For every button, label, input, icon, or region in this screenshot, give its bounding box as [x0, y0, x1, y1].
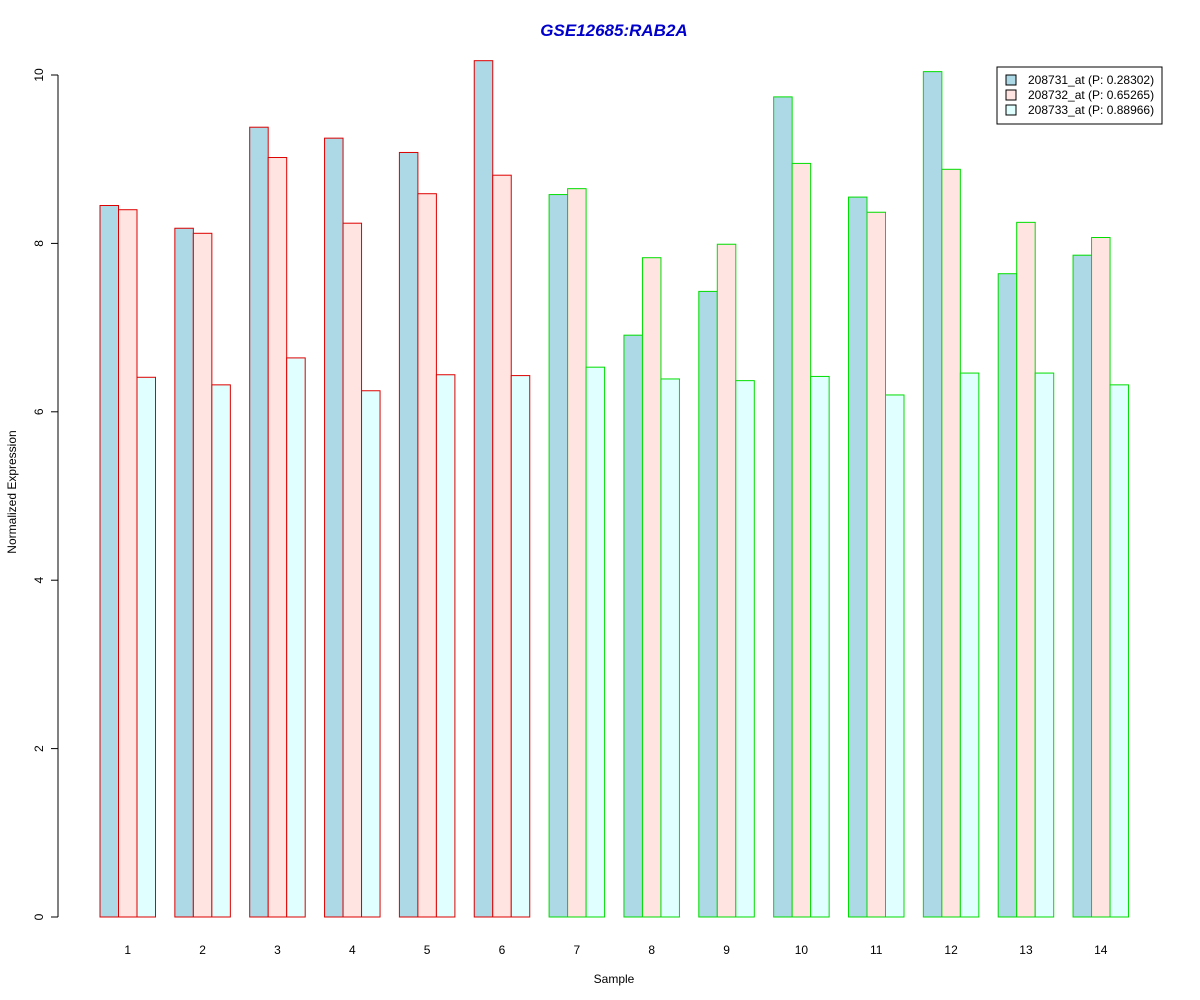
bar: [435, 374, 456, 918]
bar: [997, 273, 1018, 918]
bar-group: [548, 188, 606, 918]
bar: [698, 290, 718, 918]
bar: [1091, 237, 1111, 918]
x-tick-label: 4: [349, 943, 356, 957]
x-tick-label: 13: [1019, 943, 1033, 957]
y-tick-label: 4: [32, 577, 46, 584]
bar: [848, 196, 868, 918]
y-axis: 0 2 4 6 8 10: [32, 68, 59, 920]
x-tick-label: 7: [574, 943, 581, 957]
legend-label: 208731_at (P: 0.28302): [1028, 73, 1154, 87]
bar-group: [473, 60, 531, 918]
bar: [548, 194, 569, 918]
x-tick-label: 11: [870, 943, 883, 957]
bar: [136, 376, 156, 918]
x-tick-label: 5: [424, 943, 431, 957]
bar: [192, 232, 213, 918]
bar: [735, 380, 755, 918]
x-tick-label: 8: [648, 943, 655, 957]
bar: [510, 375, 531, 918]
bar-group: [324, 137, 381, 918]
bar: [417, 193, 437, 918]
y-tick-label: 10: [32, 68, 46, 82]
bar: [641, 257, 662, 918]
x-axis-title: Sample: [594, 972, 635, 986]
x-tick-label: 9: [723, 943, 730, 957]
x-tick-label: 12: [944, 943, 958, 957]
y-tick-label: 2: [32, 745, 46, 752]
bar: [922, 71, 943, 918]
bar-group: [997, 221, 1055, 918]
bar-group: [848, 196, 905, 918]
bar: [866, 211, 886, 918]
bar: [286, 357, 306, 918]
bar-group: [623, 257, 680, 918]
bar: [810, 375, 830, 918]
bar: [342, 222, 363, 918]
bar: [885, 394, 905, 918]
x-tick-label: 1: [124, 943, 131, 957]
bar-group: [698, 243, 755, 918]
bar: [1109, 384, 1130, 918]
bar-group: [773, 96, 830, 918]
bars: [99, 60, 1130, 918]
legend-label: 208732_at (P: 0.65265): [1028, 88, 1154, 102]
bar: [249, 126, 269, 918]
bar: [174, 227, 194, 918]
bar: [398, 151, 419, 918]
legend-swatch: [1005, 104, 1017, 116]
legend-box: [996, 66, 1163, 125]
bar: [118, 209, 138, 918]
x-tick-label: 2: [199, 943, 206, 957]
bar: [773, 96, 793, 918]
bar: [1072, 254, 1093, 918]
legend: 208731_at (P: 0.28302)208732_at (P: 0.65…: [996, 66, 1163, 125]
x-tick-label: 6: [499, 943, 506, 957]
y-tick-label: 0: [32, 913, 46, 920]
bar: [941, 168, 961, 918]
legend-label: 208733_at (P: 0.88966): [1028, 103, 1154, 117]
bar: [716, 243, 737, 918]
y-tick-label: 8: [32, 240, 46, 247]
bar: [361, 390, 381, 918]
x-tick-label: 10: [795, 943, 809, 957]
bar: [492, 174, 512, 918]
bar: [791, 162, 812, 918]
bar: [660, 378, 680, 918]
bar-group: [174, 227, 231, 918]
legend-swatch: [1005, 74, 1017, 86]
legend-swatch: [1005, 89, 1017, 101]
bar-group: [922, 71, 980, 918]
bar: [473, 60, 494, 918]
x-axis-labels: 1 2 3 4 5 6 7 8 9 10 11 12 13 14: [124, 943, 1107, 957]
bar: [1034, 372, 1055, 918]
bar-group: [249, 126, 306, 918]
bar-group: [1072, 237, 1130, 918]
bar: [623, 334, 643, 918]
x-tick-label: 3: [274, 943, 281, 957]
bar-group: [398, 151, 456, 918]
bar: [1016, 221, 1036, 918]
bar: [211, 384, 231, 918]
y-tick-label: 6: [32, 408, 46, 415]
bar-group: [99, 205, 156, 918]
bar: [585, 366, 606, 918]
bar: [324, 137, 344, 918]
bar: [267, 157, 288, 918]
bar: [959, 372, 980, 918]
chart-title: GSE12685:RAB2A: [540, 21, 687, 40]
bar: [99, 205, 119, 918]
bar: [567, 188, 587, 918]
y-axis-title: Normalized Expression: [5, 430, 19, 553]
x-tick-label: 14: [1094, 943, 1108, 957]
